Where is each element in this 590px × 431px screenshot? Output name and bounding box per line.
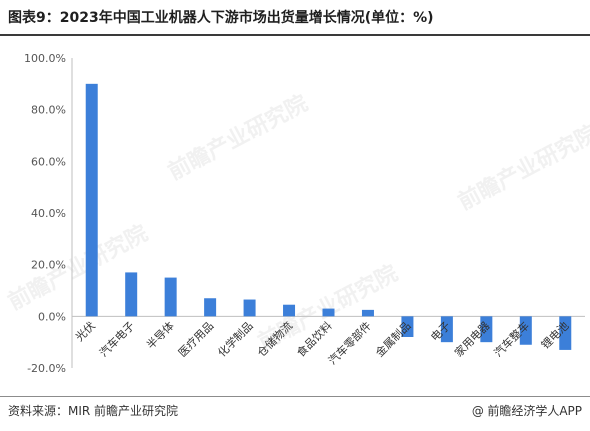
bar [283,304,296,317]
x-tick-label: 光伏 [72,319,97,344]
bar [125,272,138,317]
bar [519,316,532,345]
bar [401,316,414,337]
y-tick-label: 40.0% [31,207,66,220]
x-tick-label: 金属制品 [373,319,414,360]
bar [480,316,493,343]
footer-divider [0,396,590,397]
bar [85,83,98,317]
y-tick-label: 60.0% [31,155,66,168]
x-tick-label: 医疗用品 [175,319,216,360]
x-tick-label: 汽车电子 [96,319,137,360]
bar [164,277,177,317]
y-tick-label: 100.0% [24,52,66,65]
bar-chart: -20.0%0.0%20.0%40.0%60.0%80.0%100.0%光伏 汽车… [24,52,585,375]
y-tick-label: 20.0% [31,259,66,272]
y-tick-label: 80.0% [31,104,66,117]
bar [322,308,335,317]
chart-area: -20.0% 0.0% 20.0% 40.0% 60.0% 80.0% 100.0% 光伏 汽车… [0,38,590,392]
bar [440,316,453,343]
x-tick-label: 仓储物流 [254,319,295,360]
bar [361,309,374,317]
source-note: 资料来源：MIR 前瞻产业研究院 [8,404,179,418]
x-tick-label: 半导体 [144,319,177,352]
bar [559,316,572,350]
brand-credit: @ 前瞻经济学人APP [471,401,582,421]
y-tick-label: 0.0% [38,310,66,323]
at-icon: @ [471,403,484,418]
brand-label: 前瞻经济学人APP [487,404,582,418]
x-tick-label: 化学制品 [215,319,256,360]
y-tick-label: -20.0% [27,362,66,375]
chart-title: 图表9：2023年中国工业机器人下游市场出货量增长情况(单位：%) [8,10,434,26]
bar [204,298,217,317]
x-tick-label: 食品饮料 [294,319,335,360]
bar [243,299,256,317]
title-divider [0,34,590,36]
x-tick-label: 汽车零部件 [325,319,374,368]
